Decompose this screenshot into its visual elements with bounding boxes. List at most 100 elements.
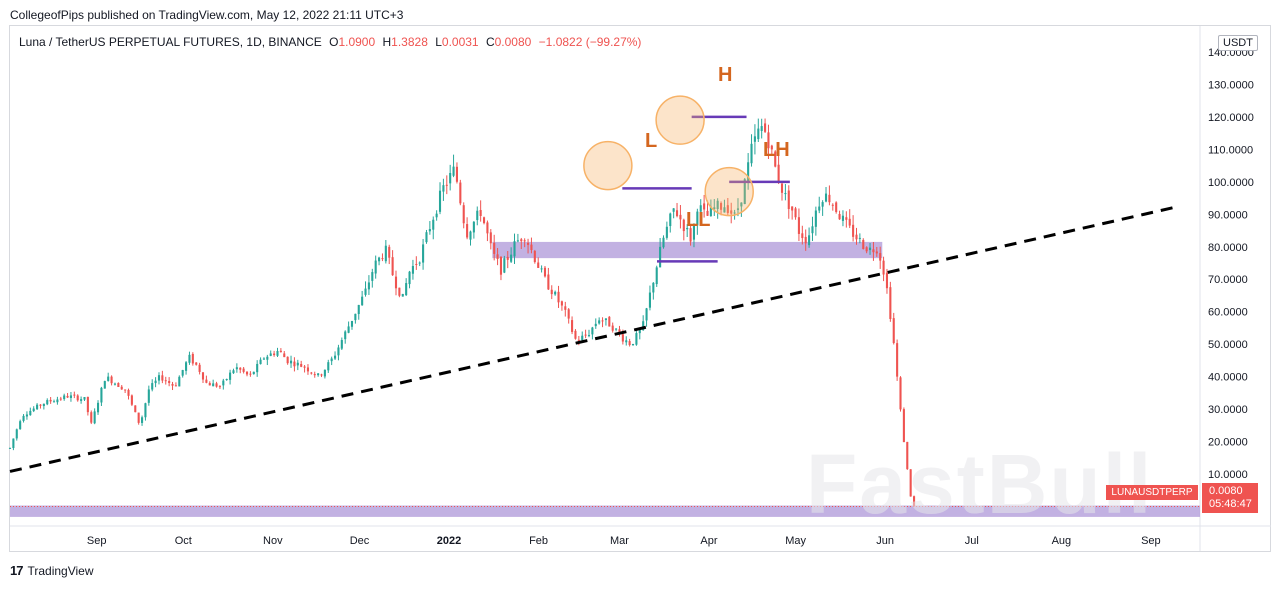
price-tick-label: 30.0000	[1208, 404, 1248, 416]
price-tick-label: 10.0000	[1208, 469, 1248, 481]
candle-body	[706, 210, 709, 216]
candle-body	[289, 360, 293, 364]
candle-body	[611, 325, 614, 331]
candle-body	[8, 447, 12, 449]
time-tick-label: Dec	[350, 535, 370, 547]
candle-body	[394, 276, 398, 289]
candle-body	[428, 229, 431, 232]
candle-body	[63, 395, 66, 400]
price-tick-label: 80.0000	[1208, 242, 1248, 254]
candle-body	[432, 219, 435, 230]
candle-body	[723, 207, 726, 213]
candle-body	[364, 288, 367, 295]
time-tick-label: Aug	[1052, 535, 1072, 547]
time-tick-label: 2022	[437, 535, 461, 547]
candle-body	[608, 316, 611, 327]
candle-body	[472, 221, 475, 233]
candle-body	[598, 320, 601, 324]
candle-body	[581, 335, 584, 341]
candle-body	[665, 226, 668, 238]
candle-body	[814, 210, 817, 227]
candle-body	[310, 372, 313, 374]
candle-body	[168, 381, 171, 383]
footer-brand[interactable]: TradingView	[27, 563, 94, 578]
candle-body	[868, 247, 872, 251]
candle-body	[499, 256, 503, 275]
candle-body	[151, 383, 154, 390]
candle-body	[852, 224, 855, 237]
candle-body	[337, 347, 340, 356]
candle-body	[229, 372, 232, 380]
candle-body	[889, 287, 892, 319]
candle-body	[215, 383, 218, 387]
legend-change: −1.0822 (−99.27%)	[538, 35, 642, 49]
candle-body	[103, 381, 106, 389]
candle-body	[422, 244, 425, 263]
candle-body	[283, 353, 286, 358]
candle-body	[770, 145, 773, 150]
tradingview-logo-icon[interactable]: 17	[10, 563, 24, 578]
candle-body	[39, 404, 42, 406]
candle-body	[161, 375, 164, 381]
candle-body	[892, 318, 895, 344]
candle-body	[730, 210, 733, 214]
currency-selector[interactable]: USDT	[1218, 35, 1258, 51]
candle-body	[858, 237, 861, 239]
legend-high-value: 1.3828	[391, 35, 428, 49]
candle-body	[587, 335, 591, 337]
candle-body	[774, 151, 777, 167]
candle-body	[141, 417, 144, 423]
candle-body	[212, 383, 215, 387]
candle-body	[174, 385, 177, 387]
candle-body	[347, 326, 350, 333]
candle-body	[249, 373, 252, 375]
candle-body	[652, 282, 655, 293]
candle-body	[327, 362, 330, 371]
candle-body	[269, 353, 272, 356]
candle-body	[107, 376, 110, 381]
candle-body	[218, 386, 221, 388]
price-tick-label: 40.0000	[1208, 372, 1248, 384]
candle-body	[479, 210, 482, 217]
candle-body	[757, 128, 760, 140]
candle-body	[445, 184, 448, 186]
candle-body	[256, 363, 259, 373]
candle-body	[59, 398, 62, 400]
candle-body	[19, 421, 22, 430]
candle-body	[476, 210, 479, 221]
candle-body	[185, 362, 188, 371]
candle-body	[736, 208, 740, 210]
candle-body	[15, 429, 18, 439]
last-price-value: 0.0080	[1209, 485, 1243, 497]
annotation-l: L	[645, 130, 658, 152]
candle-body	[896, 343, 899, 377]
candle-body	[201, 372, 205, 380]
legend-symbol[interactable]: Luna / TetherUS PERPETUAL FUTURES, 1D, B…	[19, 35, 322, 49]
candle-body	[188, 354, 191, 363]
candle-body	[273, 353, 276, 356]
candle-body	[625, 340, 628, 343]
candle-body	[137, 412, 140, 423]
chart-frame[interactable]	[9, 25, 1271, 552]
time-tick-label: Jul	[965, 535, 979, 547]
candle-body	[12, 438, 15, 448]
candle-body	[645, 308, 648, 321]
candle-body	[801, 233, 804, 239]
candle-body	[594, 323, 597, 327]
candle-body	[130, 395, 133, 405]
time-tick-label: Oct	[175, 535, 192, 547]
candle-body	[378, 257, 381, 262]
candle-body	[808, 235, 811, 246]
candle-body	[503, 258, 506, 273]
candle-body	[726, 205, 729, 213]
marker-circle-lh	[704, 166, 754, 217]
candle-body	[52, 401, 56, 403]
candle-body	[489, 232, 492, 244]
candle-body	[178, 376, 181, 387]
candle-body	[872, 249, 875, 253]
candle-body	[164, 380, 167, 382]
candle-body	[875, 251, 878, 254]
candle-body	[266, 356, 269, 360]
candle-body	[306, 367, 310, 372]
